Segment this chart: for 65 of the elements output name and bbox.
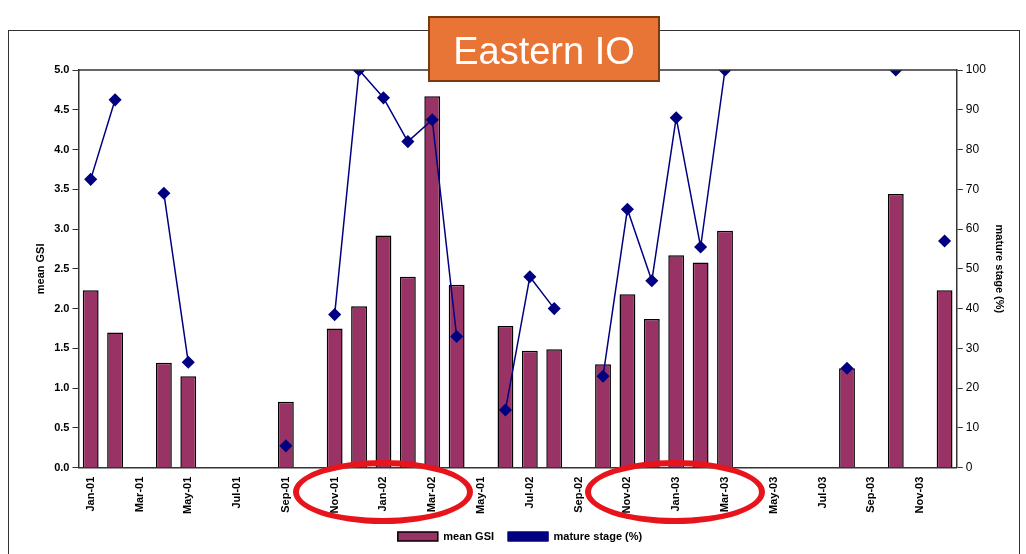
y-tick-label: 2.5 bbox=[54, 261, 70, 274]
y-tick-label: 1.5 bbox=[54, 341, 70, 354]
legend-label: mean GSI bbox=[443, 529, 495, 542]
y-tick-label: 3.5 bbox=[54, 182, 70, 195]
y-tick-label: 2.0 bbox=[54, 301, 70, 314]
point bbox=[450, 330, 463, 343]
point bbox=[157, 187, 171, 200]
point bbox=[669, 111, 683, 124]
chart-title: Eastern IO bbox=[428, 16, 660, 82]
x-tick-label: Mar-02 bbox=[425, 476, 438, 513]
point bbox=[694, 240, 707, 254]
y2-tick-label: 100 bbox=[965, 62, 987, 77]
y2-tick-label: 20 bbox=[965, 380, 980, 395]
point bbox=[108, 93, 122, 107]
x-tick-label: Jan-02 bbox=[376, 476, 389, 512]
point bbox=[182, 356, 195, 369]
x-tick-label: May-03 bbox=[766, 476, 779, 514]
y-tick-label: 1.0 bbox=[54, 381, 70, 394]
y-tick-label: 0.0 bbox=[54, 460, 70, 473]
point bbox=[328, 308, 341, 321]
y2-tick-label: 60 bbox=[965, 221, 980, 236]
point bbox=[621, 202, 634, 216]
y-tick-label: 3.0 bbox=[54, 222, 70, 235]
y-tick-label: 0.5 bbox=[54, 420, 70, 433]
point bbox=[499, 403, 512, 417]
point bbox=[84, 173, 97, 186]
y-axis-title: mean GSI bbox=[33, 243, 46, 295]
x-tick-label: Sep-01 bbox=[278, 476, 291, 513]
y2-tick-label: 80 bbox=[965, 141, 980, 156]
x-tick-label: Sep-02 bbox=[571, 476, 584, 513]
x-tick-label: Nov-03 bbox=[913, 476, 926, 514]
point bbox=[938, 234, 951, 248]
point bbox=[426, 113, 439, 126]
x-tick-label: Jul-01 bbox=[230, 476, 243, 509]
y2-tick-label: 0 bbox=[965, 460, 973, 475]
point bbox=[377, 91, 390, 105]
x-tick-label: Mar-01 bbox=[132, 476, 145, 513]
point bbox=[279, 439, 293, 453]
point bbox=[547, 302, 561, 315]
y2-tick-label: 50 bbox=[965, 261, 980, 276]
x-tick-label: Jan-01 bbox=[83, 476, 96, 512]
x-tick-label: Nov-01 bbox=[327, 476, 340, 514]
point bbox=[645, 274, 659, 288]
y2-tick-label: 90 bbox=[965, 102, 980, 117]
x-tick-label: May-01 bbox=[181, 476, 194, 514]
x-tick-label: Mar-03 bbox=[718, 476, 731, 513]
x-tick-label: Sep-03 bbox=[864, 476, 877, 513]
point bbox=[596, 369, 610, 383]
x-tick-label: Nov-02 bbox=[620, 476, 633, 514]
point bbox=[840, 362, 854, 375]
y-tick-label: 4.0 bbox=[54, 142, 70, 155]
x-tick-label: Jul-03 bbox=[815, 476, 828, 509]
y2-axis-title: mature stage (%) bbox=[994, 224, 1007, 314]
x-tick-label: Jan-03 bbox=[669, 476, 682, 512]
point bbox=[401, 135, 415, 148]
y2-tick-label: 10 bbox=[965, 420, 980, 435]
y2-tick-label: 30 bbox=[965, 340, 980, 355]
y-tick-label: 5.0 bbox=[54, 63, 70, 76]
y2-tick-label: 40 bbox=[965, 300, 980, 315]
y-tick-label: 4.5 bbox=[54, 102, 70, 115]
point bbox=[523, 270, 537, 284]
x-tick-label: May-01 bbox=[474, 476, 487, 514]
x-tick-label: Jul-02 bbox=[522, 476, 535, 509]
legend-label: mature stage (%) bbox=[553, 529, 643, 542]
y2-tick-label: 70 bbox=[965, 181, 980, 196]
